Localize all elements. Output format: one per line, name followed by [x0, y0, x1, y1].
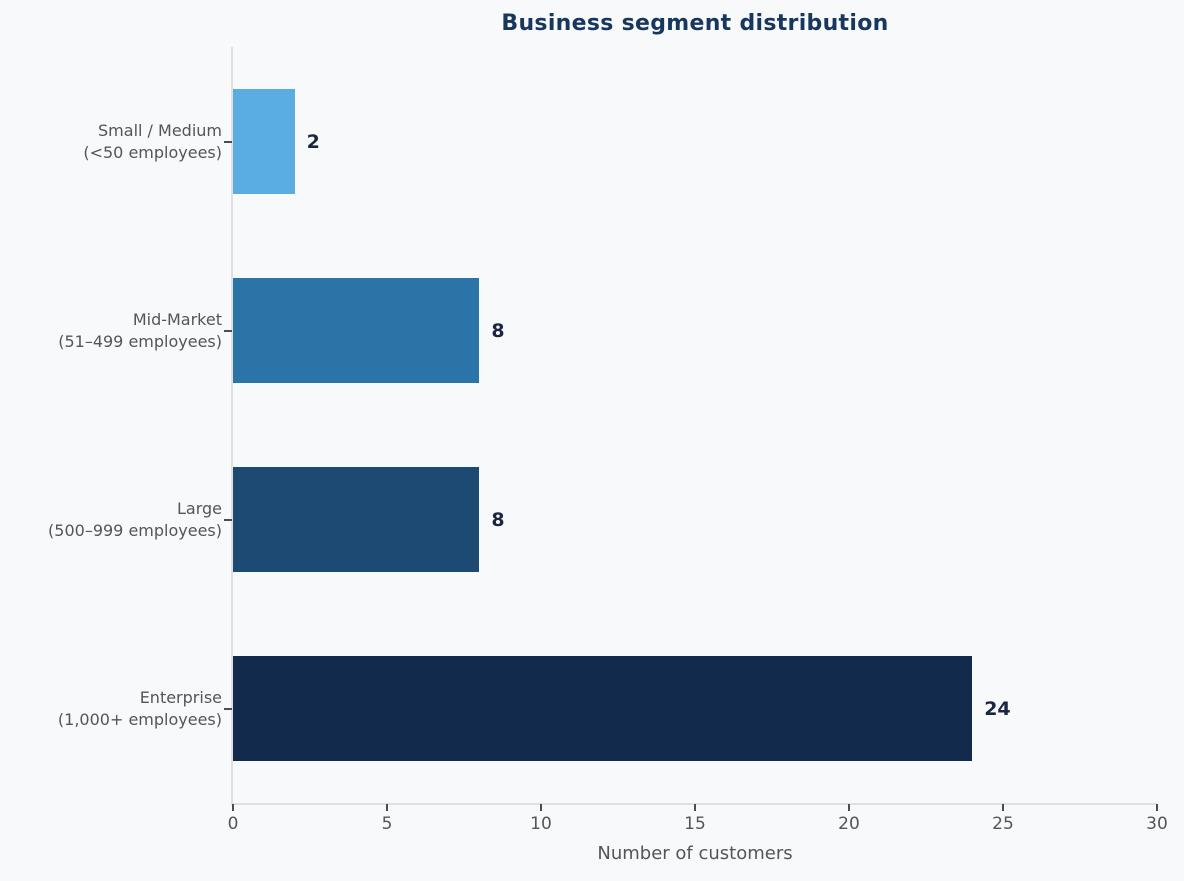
y-axis-category-label: Small / Medium (<50 employees) — [83, 120, 222, 164]
y-axis-tick — [224, 707, 232, 710]
bar-segment-1 — [233, 278, 480, 383]
x-axis-tick — [848, 804, 850, 811]
x-axis-tick-label: 20 — [838, 814, 860, 834]
y-axis-tick — [224, 518, 232, 521]
y-axis-tick — [224, 329, 232, 332]
x-axis-tick — [1002, 804, 1004, 811]
x-axis-tick-label: 25 — [992, 814, 1014, 834]
x-axis-tick — [1156, 804, 1158, 811]
category-detail-line: (1,000+ employees) — [57, 709, 222, 729]
y-axis-category-label: Large (500–999 employees) — [48, 498, 222, 542]
x-axis-tick-label: 5 — [381, 814, 393, 834]
category-detail-line: (500–999 employees) — [48, 520, 222, 540]
y-axis-spine — [231, 47, 233, 805]
x-axis-tick-label: 0 — [227, 814, 239, 834]
x-axis-tick-label: 15 — [684, 814, 706, 834]
y-axis-tick — [224, 140, 232, 143]
bar-value-label: 8 — [491, 319, 505, 342]
x-axis-tick-label: 30 — [1146, 814, 1168, 834]
x-axis-tick — [694, 804, 696, 811]
chart-title: Business segment distribution — [501, 11, 889, 36]
y-axis-category-label: Enterprise (1,000+ employees) — [58, 687, 222, 731]
category-name-line: Large — [176, 498, 222, 518]
category-name-line: Small / Medium — [98, 120, 222, 140]
x-axis-tick — [386, 804, 388, 811]
category-name-line: Mid-Market — [132, 309, 222, 329]
x-axis-tick — [232, 804, 234, 811]
category-name-line: Enterprise — [139, 687, 222, 707]
bar-segment-2 — [233, 467, 480, 572]
plot-area: 2 8 8 24 — [233, 47, 1157, 803]
bar-segment-3 — [233, 656, 973, 761]
category-detail-line: (<50 employees) — [83, 142, 222, 162]
bar-value-label: 8 — [491, 508, 505, 531]
category-detail-line: (51–499 employees) — [58, 331, 222, 351]
bar-value-label: 24 — [984, 697, 1011, 720]
x-axis-tick — [540, 804, 542, 811]
x-axis-tick-label: 10 — [530, 814, 552, 834]
y-axis-category-label: Mid-Market (51–499 employees) — [58, 309, 222, 353]
bar-segment-0 — [233, 89, 295, 194]
bar-value-label: 2 — [306, 130, 320, 153]
x-axis-title: Number of customers — [597, 843, 793, 864]
